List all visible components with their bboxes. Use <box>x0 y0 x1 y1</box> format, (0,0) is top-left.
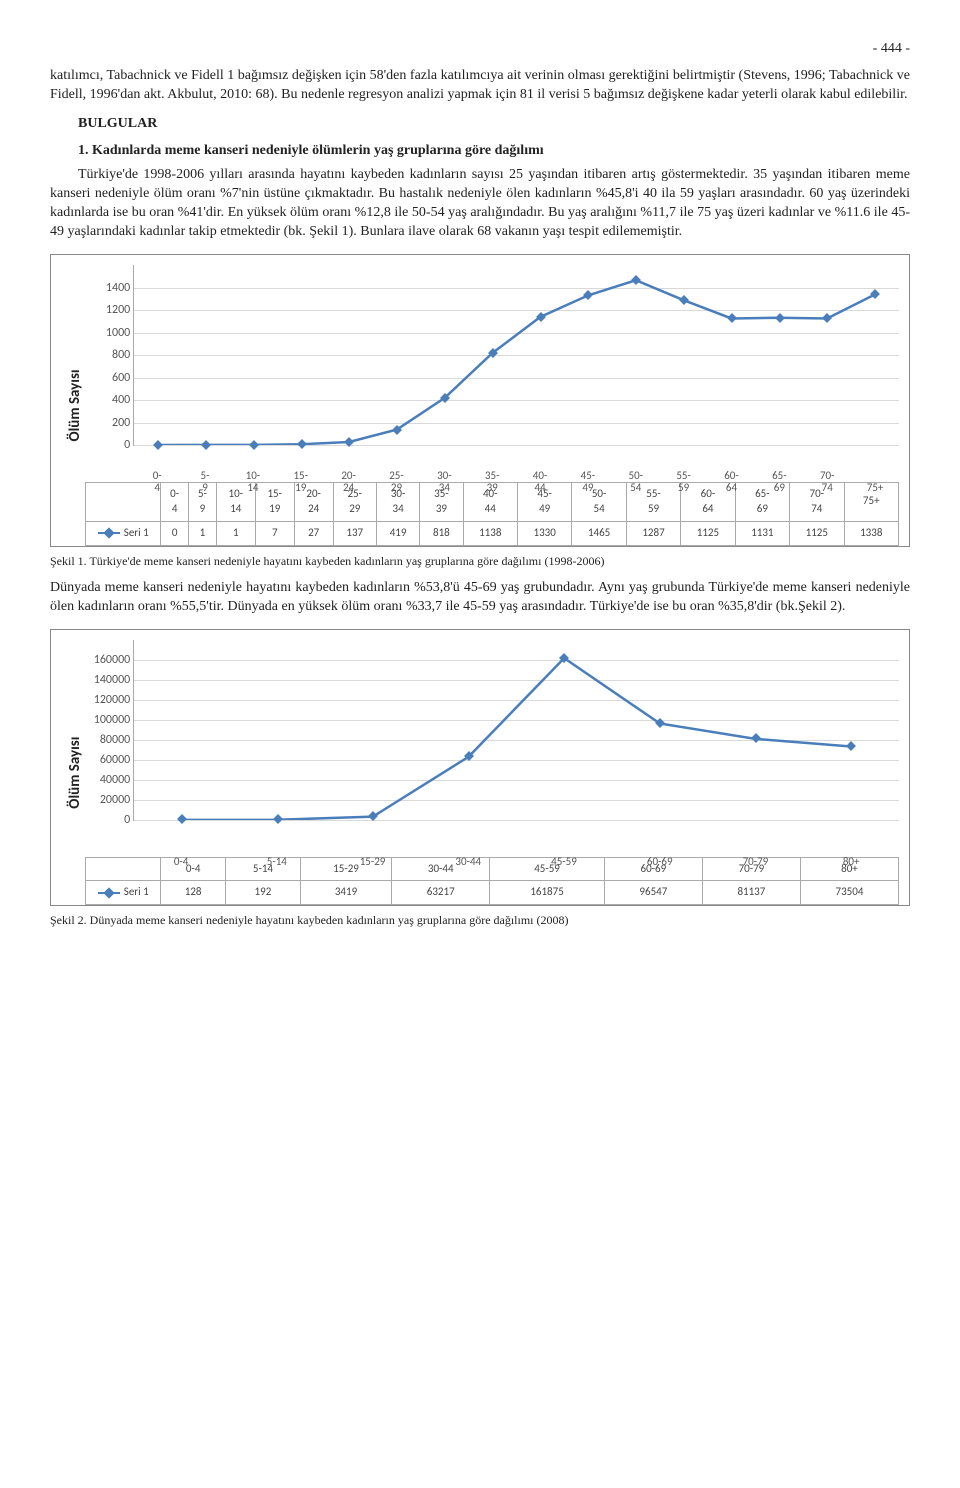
chart-2: Ölüm Sayısı 0200004000060000800001000001… <box>50 629 910 907</box>
legend-value: 1338 <box>844 521 899 545</box>
legend-value: 1125 <box>790 521 844 545</box>
xtick-label: 55-59 <box>676 470 691 494</box>
legend-value: 818 <box>420 521 463 545</box>
diamond-marker-icon <box>98 888 120 898</box>
xtick-label: 70-74 <box>820 470 835 494</box>
ytick-label: 1400 <box>86 279 130 295</box>
legend-value: 161875 <box>490 881 605 905</box>
ytick-label: 0 <box>86 437 130 453</box>
ytick-label: 1200 <box>86 302 130 318</box>
subheading-1: 1. Kadınlarda meme kanseri nedeniyle ölü… <box>78 142 910 161</box>
ytick-label: 40000 <box>86 771 130 787</box>
legend-value: 128 <box>161 881 226 905</box>
legend-series-label: Seri 1 <box>86 521 161 545</box>
legend-value: 192 <box>226 881 301 905</box>
xtick-label: 15-19 <box>293 470 308 494</box>
xtick-label: 75+ <box>867 482 884 494</box>
ytick-label: 200 <box>86 414 130 430</box>
legend-value: 81137 <box>702 881 800 905</box>
xtick-label: 70-79 <box>743 856 769 868</box>
legend-empty-cell <box>86 483 161 522</box>
legend-value: 137 <box>333 521 376 545</box>
legend-category: 5-14 <box>226 857 301 881</box>
legend-series-text: Seri 1 <box>124 526 149 539</box>
legend-series-text: Seri 1 <box>124 885 149 898</box>
xtick-label: 0-4 <box>174 856 189 868</box>
paragraph-3: Dünyada meme kanseri nedeniyle hayatını … <box>50 579 910 617</box>
xtick-label: 60-69 <box>647 856 673 868</box>
ytick-label: 400 <box>86 392 130 408</box>
ytick-label: 60000 <box>86 751 130 767</box>
legend-value: 1138 <box>463 521 517 545</box>
legend-value: 7 <box>255 521 294 545</box>
chart-1-xticks: 0-45-910-1415-1920-2425-2930-3435-3940-4… <box>133 446 899 474</box>
chart-2-plot: 0200004000060000800001000001200001400001… <box>133 640 899 821</box>
xtick-label: 35-39 <box>485 470 500 494</box>
ytick-label: 600 <box>86 369 130 385</box>
chart-2-data-table: 0-4 5-14 15-29 30-44 45-59 60-69 70-79 80+ Seri … <box>85 857 899 906</box>
chart-2-caption: Şekil 2. Dünyada meme kanseri nedeniyle … <box>50 912 910 928</box>
paragraph-2: Türkiye'de 1998-2006 yılları arasında ha… <box>50 166 910 242</box>
legend-value: 1 <box>216 521 255 545</box>
xtick-label: 0-4 <box>153 470 162 494</box>
legend-category: 70-74 <box>790 483 844 522</box>
legend-value: 63217 <box>392 881 490 905</box>
legend-value: 419 <box>376 521 419 545</box>
ytick-label: 1000 <box>86 324 130 340</box>
xtick-label: 40-44 <box>533 470 548 494</box>
xtick-label: 45-49 <box>581 470 596 494</box>
xtick-label: 60-64 <box>724 470 739 494</box>
legend-category: 0-4 <box>161 483 189 522</box>
legend-value: 1287 <box>626 521 680 545</box>
xtick-label: 80+ <box>843 856 860 868</box>
xtick-label: 25-29 <box>389 470 404 494</box>
chart-2-xticks: 0-45-1415-2930-4445-5960-6970-7980+ <box>133 821 899 849</box>
ytick-label: 80000 <box>86 731 130 747</box>
ytick-label: 20000 <box>86 791 130 807</box>
xtick-label: 10-14 <box>246 470 261 494</box>
ytick-label: 120000 <box>86 691 130 707</box>
paragraph-1: katılımcı, Tabachnick ve Fidell 1 bağıms… <box>50 67 910 105</box>
xtick-label: 50-54 <box>629 470 644 494</box>
chart-1-ylabel: Ölüm Sayısı <box>61 265 85 546</box>
legend-category: 15-19 <box>255 483 294 522</box>
legend-value: 1330 <box>517 521 571 545</box>
chart-2-ylabel: Ölüm Sayısı <box>61 640 85 906</box>
ytick-label: 140000 <box>86 671 130 687</box>
legend-series-label: Seri 1 <box>86 881 161 905</box>
legend-value: 73504 <box>800 881 898 905</box>
xtick-label: 45-59 <box>551 856 577 868</box>
legend-value: 27 <box>294 521 333 545</box>
xtick-label: 20-24 <box>341 470 356 494</box>
xtick-label: 30-34 <box>437 470 452 494</box>
legend-value: 3419 <box>300 881 391 905</box>
ytick-label: 0 <box>86 811 130 827</box>
ytick-label: 160000 <box>86 651 130 667</box>
xtick-label: 5-14 <box>267 856 287 868</box>
chart-1-plot: 0200400600800100012001400 <box>133 265 899 446</box>
legend-category: 0-4 <box>161 857 226 881</box>
xtick-label: 65-69 <box>772 470 787 494</box>
section-heading: BULGULAR <box>78 115 910 134</box>
ytick-label: 800 <box>86 347 130 363</box>
xtick-label: 15-29 <box>360 856 386 868</box>
xtick-label: 30-44 <box>455 856 481 868</box>
ytick-label: 100000 <box>86 711 130 727</box>
legend-category: 45-59 <box>490 857 605 881</box>
legend-value: 1465 <box>572 521 626 545</box>
xtick-label: 5-9 <box>201 470 210 494</box>
legend-value: 1131 <box>735 521 789 545</box>
legend-value: 0 <box>161 521 189 545</box>
page-number: - 444 - <box>50 40 910 59</box>
legend-value: 96547 <box>604 881 702 905</box>
chart-1: Ölüm Sayısı 0200400600800100012001400 0-… <box>50 254 910 547</box>
legend-value: 1 <box>189 521 217 545</box>
chart-1-caption: Şekil 1. Türkiye'de meme kanseri nedeniy… <box>50 553 910 569</box>
diamond-marker-icon <box>98 528 120 538</box>
legend-value: 1125 <box>681 521 735 545</box>
legend-empty-cell <box>86 857 161 881</box>
